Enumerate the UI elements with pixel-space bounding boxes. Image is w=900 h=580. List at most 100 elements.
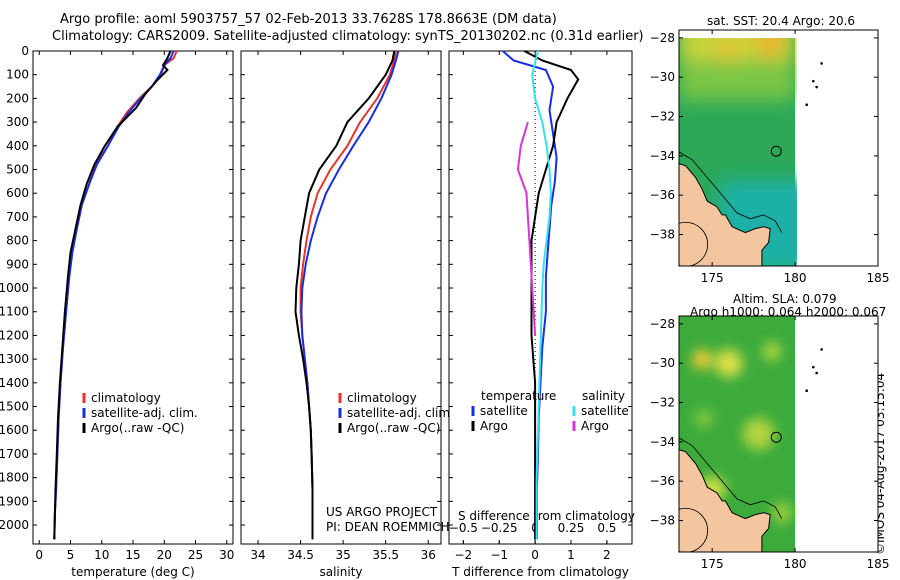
legend-label: climatology [91, 391, 161, 405]
x-tick-label: 0 [531, 548, 539, 562]
sla-eddy [771, 502, 792, 523]
panel-frame [240, 50, 442, 545]
x-tick-label: 30 [219, 548, 234, 562]
y-tick-label: 1400 [0, 376, 29, 390]
s-tick-label: 0.25 [558, 521, 585, 535]
y-tick-label: 100 [6, 68, 29, 82]
map-y-tick-label: −28 [650, 31, 675, 45]
y-tick-label: 800 [6, 234, 29, 248]
s-tick-label: −0.25 [481, 521, 518, 535]
map-field [679, 316, 796, 552]
x-tick-label: −2 [455, 548, 473, 562]
x-tick-label: 25 [188, 548, 203, 562]
sst-mid-band [679, 60, 796, 100]
x-tick-label: 1 [567, 548, 575, 562]
map-y-tick-label: −38 [650, 514, 675, 528]
sla-field-eddies [692, 342, 792, 523]
y-tick-label: 1200 [0, 328, 29, 342]
island-marker [815, 371, 818, 375]
legend-header-salinity: salinity [582, 389, 625, 403]
y-tick-label: 1800 [0, 471, 29, 485]
island-marker [812, 365, 815, 369]
x-tick-label: 10 [94, 548, 109, 562]
y-tick-label: 1100 [0, 305, 29, 319]
map-x-tick-label: 175 [701, 271, 724, 285]
map-frame [678, 29, 879, 267]
map-y-tick-label: −38 [650, 228, 675, 242]
depth-contour-ring [679, 507, 709, 552]
map-x-tick-label: 175 [701, 557, 724, 571]
s-tick-label: −0.5 [449, 521, 478, 535]
legend-label: satellite [581, 404, 629, 418]
argo-position-marker [770, 431, 782, 443]
x-tick-label: 35 [335, 548, 350, 562]
sla-eddy [714, 349, 743, 378]
x-tick-label: 2 [603, 548, 611, 562]
legend-label: Argo [480, 419, 508, 433]
map-y-tick-label: −32 [650, 396, 675, 410]
series-s-argo [516, 121, 537, 336]
map-y-tick-label: −36 [650, 188, 675, 202]
y-tick-label: 500 [6, 163, 29, 177]
x-axis-label: salinity [319, 565, 362, 579]
y-tick-label: 400 [6, 139, 29, 153]
y-tick-label: 900 [6, 257, 29, 271]
x-tick-label: 5 [67, 548, 75, 562]
argo-position-marker [770, 145, 782, 157]
sst-warm-patch [756, 38, 785, 56]
legend-label: satellite-adj. clim. [91, 406, 198, 420]
sla-eddy [692, 349, 713, 370]
map-y-tick-label: −28 [650, 317, 675, 331]
y-tick-label: 1900 [0, 494, 29, 508]
sla-eddy [762, 342, 781, 361]
land-north-island [679, 449, 771, 552]
x-tick-label: 15 [125, 548, 140, 562]
legend-header-temperature: temperature [481, 389, 556, 403]
island-marker [812, 79, 815, 83]
x-tick-label: 36 [421, 548, 436, 562]
island-marker [805, 389, 808, 393]
x-tick-label: 20 [157, 548, 172, 562]
x-axis-label: temperature (deg C) [71, 565, 194, 579]
pi-annotation: PI: DEAN ROEMMICH [326, 520, 449, 534]
panel-frame [448, 50, 633, 545]
series-s-satellite [531, 50, 552, 540]
panel-salinity: 34 34.5 35 35.5 36 salinity climatologysatelli… [240, 50, 454, 579]
figure-title-line2: Climatology: CARS2009. Satellite-adjuste… [52, 29, 644, 44]
panel-difference: −2 −1 0 1 2 T difference from climatology −0.5… [448, 50, 635, 579]
map-y-tick-label: −34 [650, 149, 675, 163]
map-sst-map: 175 180 185 −28 −30 −32 −34 −36 −38 [650, 29, 889, 285]
y-tick-label: 1500 [0, 400, 29, 414]
y-tick-label: 700 [6, 210, 29, 224]
land-north-island [679, 163, 771, 266]
map-y-tick-label: −32 [650, 110, 675, 124]
map-field [679, 38, 797, 266]
figure-title-line1: Argo profile: aoml 5903757_57 02-Feb-201… [60, 12, 557, 27]
panel-frame [32, 50, 234, 545]
legend-label: Argo(..raw -QC) [347, 421, 440, 435]
sst-field-gradient [679, 38, 797, 266]
sst-warm-patch [716, 38, 741, 62]
map-x-tick-label: 180 [784, 271, 807, 285]
legend-label: climatology [347, 391, 417, 405]
y-tick-label: 2000 [0, 518, 29, 532]
series-t-argo [523, 50, 580, 540]
depth-contour [679, 151, 783, 233]
map-y-tick-label: −30 [650, 356, 675, 370]
sla-eddy [694, 409, 713, 428]
s-axis-label: S difference from climatology [458, 509, 635, 523]
island-marker [820, 62, 823, 65]
y-tick-label: 600 [6, 186, 29, 200]
depth-contour [679, 437, 783, 519]
s-tick-label: 0.5 [597, 521, 616, 535]
y-tick-label: 300 [6, 115, 29, 129]
series-argo-raw-qc- [294, 50, 396, 540]
x-tick-label: −1 [490, 548, 508, 562]
island-marker [815, 85, 818, 89]
x-tick-label: 34.5 [287, 548, 314, 562]
map-x-tick-label: 180 [784, 557, 807, 571]
x-tick-label: 0 [35, 548, 43, 562]
legend-label: satellite-adj. clim. [347, 406, 454, 420]
